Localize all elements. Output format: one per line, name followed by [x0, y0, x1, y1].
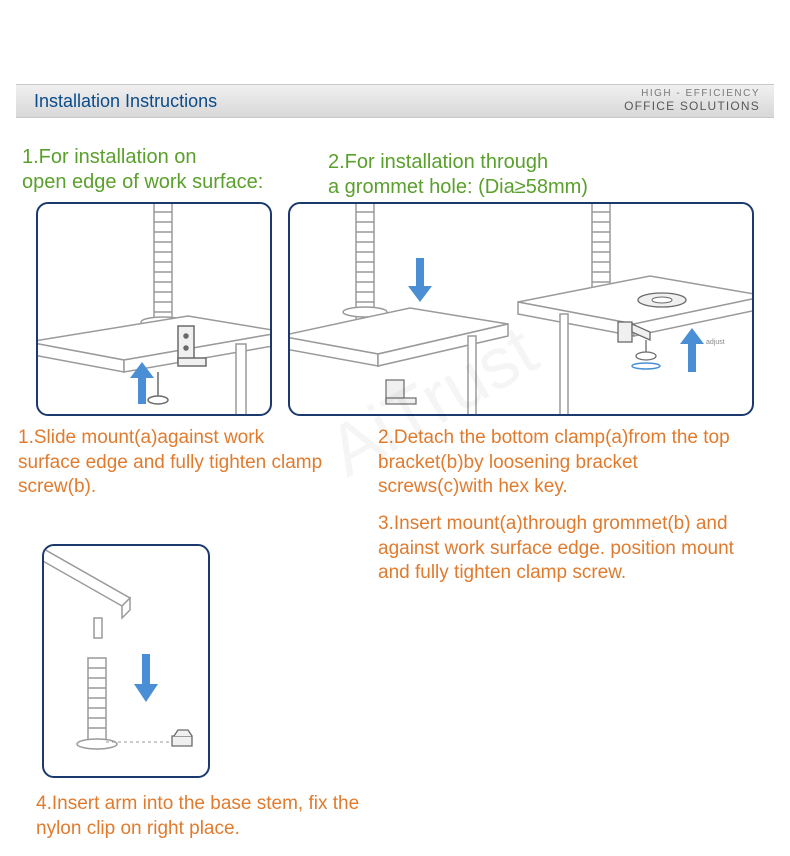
- diagram-box-1: [36, 202, 272, 416]
- diagram-box-3: [42, 544, 210, 778]
- step4-caption: 4.Insert arm into the base stem, fix the…: [36, 792, 376, 841]
- diagram-box-2: adjust: [288, 202, 754, 416]
- diagram-1-svg: [38, 204, 272, 416]
- arrow-up-icon: [680, 328, 704, 372]
- step1-caption: 1.Slide mount(a)against work surface edg…: [18, 426, 328, 500]
- tagline-bottom: OFFICE SOLUTIONS: [624, 100, 760, 113]
- diagram-3-svg: [44, 546, 210, 778]
- page-title: Installation Instructions: [34, 91, 217, 112]
- step2-caption: 2.Detach the bottom clamp(a)from the top…: [378, 426, 738, 500]
- section2-heading: 2.For installation through a grommet hol…: [328, 150, 628, 200]
- section1-heading: 1.For installation on open edge of work …: [22, 145, 302, 195]
- header-tagline: HIGH - EFFICIENCY OFFICE SOLUTIONS: [624, 89, 760, 112]
- arrow-down-icon: [408, 258, 432, 302]
- step3-caption: 3.Insert mount(a)through grommet(b) and …: [378, 512, 758, 586]
- svg-text:adjust: adjust: [706, 339, 725, 346]
- arrow-down-icon: [134, 654, 158, 702]
- header-bar: Installation Instructions HIGH - EFFICIE…: [16, 84, 774, 118]
- diagram-2-svg: adjust: [290, 204, 754, 416]
